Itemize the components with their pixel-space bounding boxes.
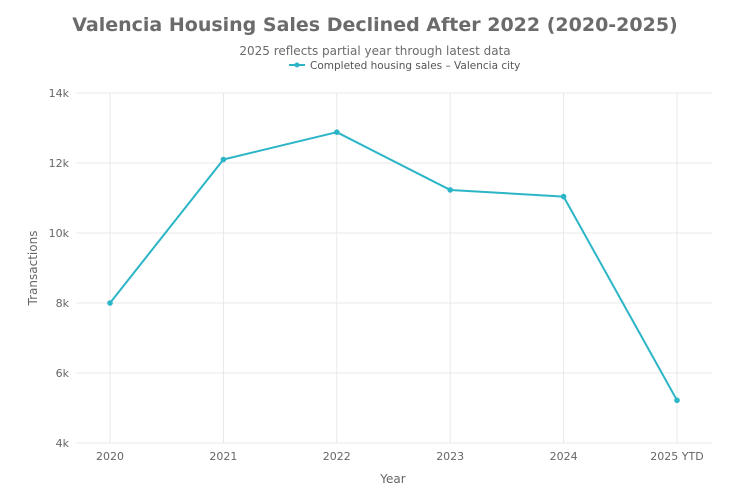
chart-subtitle: 2025 reflects partial year through lates… <box>239 44 510 58</box>
data-point <box>220 156 227 163</box>
y-tick-label: 8k <box>56 297 70 310</box>
y-tick-label: 4k <box>56 437 70 450</box>
x-axis-title: Year <box>379 472 405 486</box>
y-tick-label: 6k <box>56 367 70 380</box>
legend[interactable]: Completed housing sales – Valencia city <box>289 60 520 72</box>
data-point <box>560 193 567 200</box>
data-point <box>334 129 340 135</box>
series-layer <box>107 129 680 404</box>
legend-label: Completed housing sales – Valencia city <box>310 60 520 72</box>
data-point <box>674 397 680 404</box>
y-tick-label: 10k <box>49 227 70 240</box>
data-point <box>107 300 113 306</box>
x-tick-label: 2022 <box>323 450 351 463</box>
series-line <box>109 131 678 401</box>
x-tick-label: 2020 <box>96 450 124 463</box>
x-tick-label: 2025 YTD <box>650 450 703 463</box>
chart-title: Valencia Housing Sales Declined After 20… <box>72 14 678 36</box>
y-tick-label: 14k <box>49 87 70 100</box>
x-tick-label: 2023 <box>436 450 464 463</box>
x-tick-label: 2024 <box>550 450 578 463</box>
x-axis-ticks: 2020 2021 2022 2023 2024 2025 YTD <box>96 450 704 463</box>
data-point <box>447 187 454 193</box>
y-tick-label: 12k <box>49 157 70 170</box>
x-tick-label: 2021 <box>209 450 237 463</box>
y-axis-title: Transactions <box>26 231 40 307</box>
gridlines <box>76 92 712 444</box>
y-axis-ticks: 4k 6k 8k 10k 12k 14k <box>49 87 70 450</box>
legend-marker-swatch <box>294 62 300 68</box>
